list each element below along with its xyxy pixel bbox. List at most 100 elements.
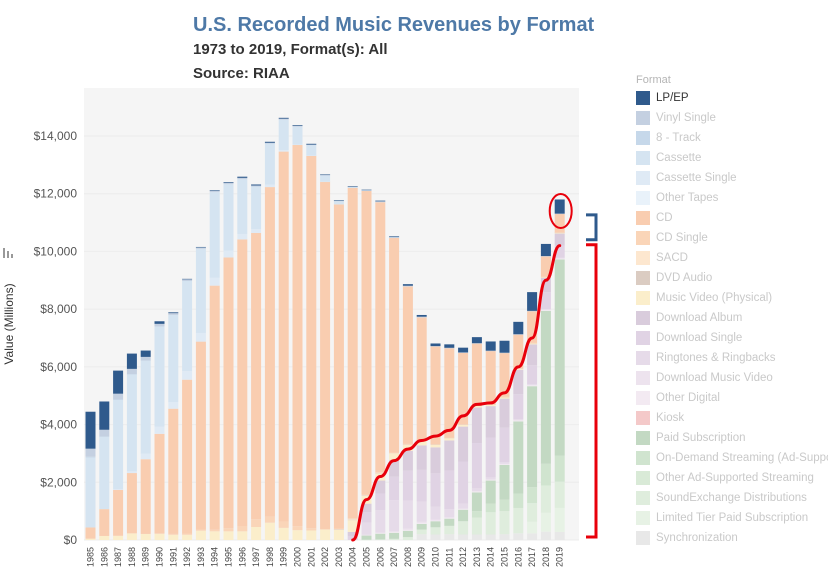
bar-stack-1992[interactable] [182, 278, 193, 540]
bar-segment-download-single[interactable] [389, 476, 400, 501]
bar-segment-vinyl-single[interactable] [237, 177, 248, 180]
bar-segment-cd[interactable] [402, 286, 413, 444]
bar-segment-vinyl-single[interactable] [126, 368, 137, 375]
bar-segment-8-track[interactable] [99, 436, 110, 437]
bar-segment-cd-single[interactable] [223, 528, 234, 532]
bar-segment-cd-single[interactable] [375, 472, 386, 473]
bar-segment-cd-single[interactable] [527, 342, 538, 344]
bar-segment-dvd-audio[interactable] [333, 529, 344, 530]
bar-segment-paid-subscription[interactable] [375, 533, 386, 540]
bar-segment-vinyl-single[interactable] [513, 334, 524, 335]
bar-segment-cd-single[interactable] [168, 533, 179, 535]
bar-segment-cd[interactable] [292, 144, 303, 527]
bar-segment-download-album[interactable] [554, 233, 565, 246]
bar-segment-soundexchange-distributions[interactable] [430, 527, 441, 535]
bar-segment-cd[interactable] [471, 343, 482, 406]
bar-segment-cd-single[interactable] [485, 404, 496, 405]
bar-segment-download-music-video[interactable] [402, 528, 413, 531]
bar-segment-vinyl-single[interactable] [361, 190, 372, 191]
bar-segment-download-album[interactable] [499, 398, 510, 428]
bar-segment-lp-ep[interactable] [430, 343, 441, 347]
bar-segment-dvd-audio[interactable] [347, 519, 358, 521]
bar-segment-paid-subscription[interactable] [430, 521, 441, 528]
bar-segment-music-video-physical-[interactable] [99, 535, 110, 540]
bar-segment-lp-ep[interactable] [168, 312, 179, 314]
bar-segment-vinyl-single[interactable] [195, 247, 206, 249]
bar-segment-cd-single[interactable] [292, 526, 303, 531]
bar-segment-cd[interactable] [361, 190, 372, 495]
bar-segment-cassette-single[interactable] [195, 332, 206, 342]
bar-stack-1986[interactable] [99, 401, 110, 540]
bar-segment-vinyl-single[interactable] [430, 346, 441, 347]
bar-segment-download-album[interactable] [513, 369, 524, 395]
bar-segment-music-video-physical-[interactable] [251, 527, 262, 540]
bar-segment-download-album[interactable] [444, 440, 455, 471]
bar-segment-music-video-physical-[interactable] [485, 404, 496, 407]
bar-segment-cd[interactable] [182, 379, 193, 534]
bar-segment-download-music-video[interactable] [458, 508, 469, 510]
bar-stack-2007[interactable] [389, 236, 400, 540]
bar-segment-limited-tier-paid-subscription[interactable] [527, 521, 538, 534]
bar-segment-cassette[interactable] [168, 314, 179, 403]
bar-segment-cd[interactable] [540, 256, 551, 277]
bar-segment-cd-single[interactable] [278, 521, 289, 528]
bar-segment-paid-subscription[interactable] [554, 259, 565, 456]
bar-segment-cd[interactable] [85, 527, 96, 539]
bar-segment-cd[interactable] [458, 352, 469, 425]
legend-item-8-track[interactable]: 8 - Track [636, 128, 828, 148]
bar-stack-2005[interactable] [361, 189, 372, 541]
bar-segment-music-video-physical-[interactable] [113, 535, 124, 540]
bar-segment-cassette[interactable] [292, 126, 303, 145]
bar-segment-other-digital[interactable] [389, 532, 400, 533]
bar-stack-1988[interactable] [126, 353, 137, 540]
legend-item-other-tapes[interactable]: Other Tapes [636, 188, 828, 208]
bar-segment-lp-ep[interactable] [251, 184, 262, 186]
bar-stack-2000[interactable] [292, 125, 303, 540]
bar-segment-lp-ep[interactable] [402, 284, 413, 286]
bar-segment-cassette[interactable] [140, 360, 151, 454]
bar-segment-other-digital[interactable] [540, 310, 551, 311]
bar-segment-cd-single[interactable] [237, 526, 248, 532]
bar-stack-2017[interactable] [527, 292, 538, 540]
legend-item-other-digital[interactable]: Other Digital [636, 388, 828, 408]
bar-segment-download-single[interactable] [416, 469, 427, 502]
bar-segment-cd[interactable] [444, 348, 455, 438]
bar-segment-cd[interactable] [347, 187, 358, 519]
bar-segment-paid-subscription[interactable] [361, 535, 372, 540]
legend-item-ringtones-ringbacks[interactable]: Ringtones & Ringbacks [636, 348, 828, 368]
bar-segment-lp-ep[interactable] [320, 174, 331, 176]
bar-segment-download-music-video[interactable] [375, 532, 386, 534]
bar-segment-sacd[interactable] [361, 494, 372, 496]
bar-segment-other-digital[interactable] [527, 385, 538, 387]
bar-segment-download-album[interactable] [485, 406, 496, 438]
bar-stack-2006[interactable] [375, 200, 386, 540]
bar-segment-cassette-single[interactable] [278, 150, 289, 152]
bar-segment-on-demand-streaming-ad-supported-[interactable] [485, 503, 496, 513]
bar-segment-vinyl-single[interactable] [554, 213, 565, 215]
bar-segment-download-single[interactable] [458, 461, 469, 504]
bar-segment-cd-single[interactable] [154, 533, 165, 534]
bar-segment-soundexchange-distributions[interactable] [375, 539, 386, 540]
bar-segment-cassette-single[interactable] [209, 277, 220, 286]
bar-segment-music-video-physical-[interactable] [264, 522, 275, 540]
bar-stack-1989[interactable] [140, 350, 151, 540]
bar-segment-lp-ep[interactable] [154, 321, 165, 324]
bar-segment-music-video-physical-[interactable] [333, 529, 344, 540]
bar-segment-ringtones-ringbacks[interactable] [430, 506, 441, 520]
bar-segment-synchronization[interactable] [540, 531, 551, 540]
legend-item-download-album[interactable]: Download Album [636, 308, 828, 328]
bar-stack-2018[interactable] [540, 243, 551, 540]
bar-segment-synchronization[interactable] [527, 533, 538, 540]
bar-segment-cassette[interactable] [402, 286, 413, 287]
bar-stack-2015[interactable] [499, 340, 510, 540]
bar-segment-music-video-physical-[interactable] [209, 531, 220, 540]
bar-segment-download-album[interactable] [402, 450, 413, 471]
legend-item-other-ad-supported-streaming[interactable]: Other Ad-Supported Streaming [636, 468, 828, 488]
bar-segment-paid-subscription[interactable] [458, 509, 469, 522]
bar-segment-vinyl-single[interactable] [444, 347, 455, 349]
sort-icon[interactable] [3, 248, 13, 258]
bar-segment-cassette[interactable] [306, 145, 317, 156]
bar-stack-1993[interactable] [195, 246, 206, 540]
bar-segment-limited-tier-paid-subscription[interactable] [540, 512, 551, 532]
bar-segment-cd-single[interactable] [251, 519, 262, 528]
